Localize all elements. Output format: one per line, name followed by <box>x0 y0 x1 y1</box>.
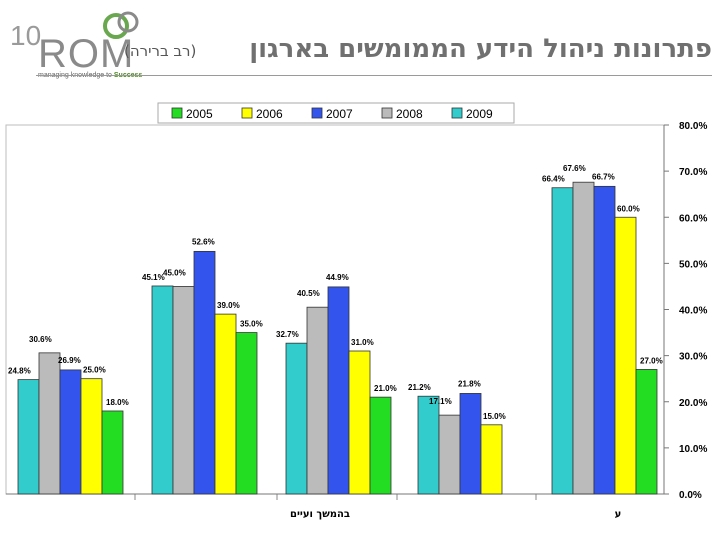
bar <box>193 250 216 495</box>
legend-label: 2006 <box>256 107 283 121</box>
bar <box>101 410 124 495</box>
bar <box>80 378 103 495</box>
legend-swatch <box>241 107 253 119</box>
bar <box>593 185 616 495</box>
bar <box>459 393 482 495</box>
data-label: 15.0% <box>483 412 506 421</box>
data-label: 21.2% <box>408 383 431 392</box>
bar-chart: 0.0% 10.0% 20.0% 30.0% 40.0% 50.0% 60.0% 70.0% 8… <box>5 102 707 520</box>
y-tick-label: 20.0% <box>679 398 707 409</box>
legend-swatch <box>171 107 183 119</box>
data-label: 18.0% <box>106 398 129 407</box>
legend-swatch <box>451 107 463 119</box>
data-label: 39.0% <box>217 301 240 310</box>
y-tick-label: 50.0% <box>679 259 707 270</box>
slide-header: 10 ROM managing knowledge to Success (רב… <box>0 0 720 80</box>
bar <box>151 285 174 495</box>
y-tick-label: 60.0% <box>679 213 707 224</box>
data-label: 21.8% <box>458 379 481 388</box>
category-label: ע <box>615 509 622 520</box>
bar <box>235 332 258 495</box>
data-label: 31.0% <box>351 338 374 347</box>
data-label: 30.6% <box>29 335 52 344</box>
data-label: 66.4% <box>542 175 565 184</box>
bar <box>572 181 595 495</box>
data-label: 45.0% <box>163 268 186 277</box>
data-label: 17.1% <box>429 397 452 406</box>
bar <box>172 286 195 495</box>
category-label: בהמשך ועיים <box>290 509 350 520</box>
data-label: 52.6% <box>192 237 215 246</box>
legend-label: 2005 <box>186 107 213 121</box>
bar <box>17 379 40 495</box>
data-label: 24.8% <box>8 367 31 376</box>
legend-label: 2009 <box>466 107 493 121</box>
bar <box>551 187 574 495</box>
logo-rings-icon <box>103 11 139 39</box>
data-label: 40.5% <box>297 289 320 298</box>
bar <box>480 424 503 495</box>
bar <box>369 396 392 495</box>
bar <box>306 306 329 495</box>
data-label: 60.0% <box>617 204 640 213</box>
bar <box>327 286 350 495</box>
logo-name: ROM <box>38 32 135 76</box>
data-label: 45.1% <box>142 273 165 282</box>
bar <box>438 414 461 495</box>
y-tick-label: 80.0% <box>679 121 707 132</box>
y-tick-label: 40.0% <box>679 306 707 317</box>
data-label: 67.6% <box>563 164 586 173</box>
bar <box>285 342 308 495</box>
bar <box>59 369 82 495</box>
bar <box>214 313 237 495</box>
legend-label: 2007 <box>326 107 353 121</box>
bar <box>38 352 61 495</box>
bar <box>635 369 658 495</box>
data-label: 26.9% <box>58 356 81 365</box>
legend-label: 2008 <box>396 107 423 121</box>
slide-subtitle: (רב ברירה) <box>124 42 197 60</box>
y-tick-label: 10.0% <box>679 444 707 455</box>
data-label: 25.0% <box>83 366 106 375</box>
y-tick-label: 0.0% <box>679 490 702 501</box>
y-tick-label: 70.0% <box>679 167 707 178</box>
data-label: 27.0% <box>640 356 663 365</box>
legend-swatch <box>381 107 393 119</box>
data-label: 44.9% <box>326 273 349 282</box>
slide-title: פתרונות ניהול הידע הממומשים בארגון <box>249 34 712 64</box>
bar <box>417 395 440 495</box>
logo-ten: 10 <box>10 20 42 51</box>
data-label: 32.7% <box>276 330 299 339</box>
bar <box>614 216 637 495</box>
data-label: 35.0% <box>240 320 263 329</box>
header-rule <box>36 75 712 76</box>
y-tick-label: 30.0% <box>679 352 707 363</box>
data-label: 21.0% <box>374 384 397 393</box>
legend-swatch <box>311 107 323 119</box>
data-label: 66.7% <box>592 172 615 181</box>
bar <box>348 350 371 495</box>
